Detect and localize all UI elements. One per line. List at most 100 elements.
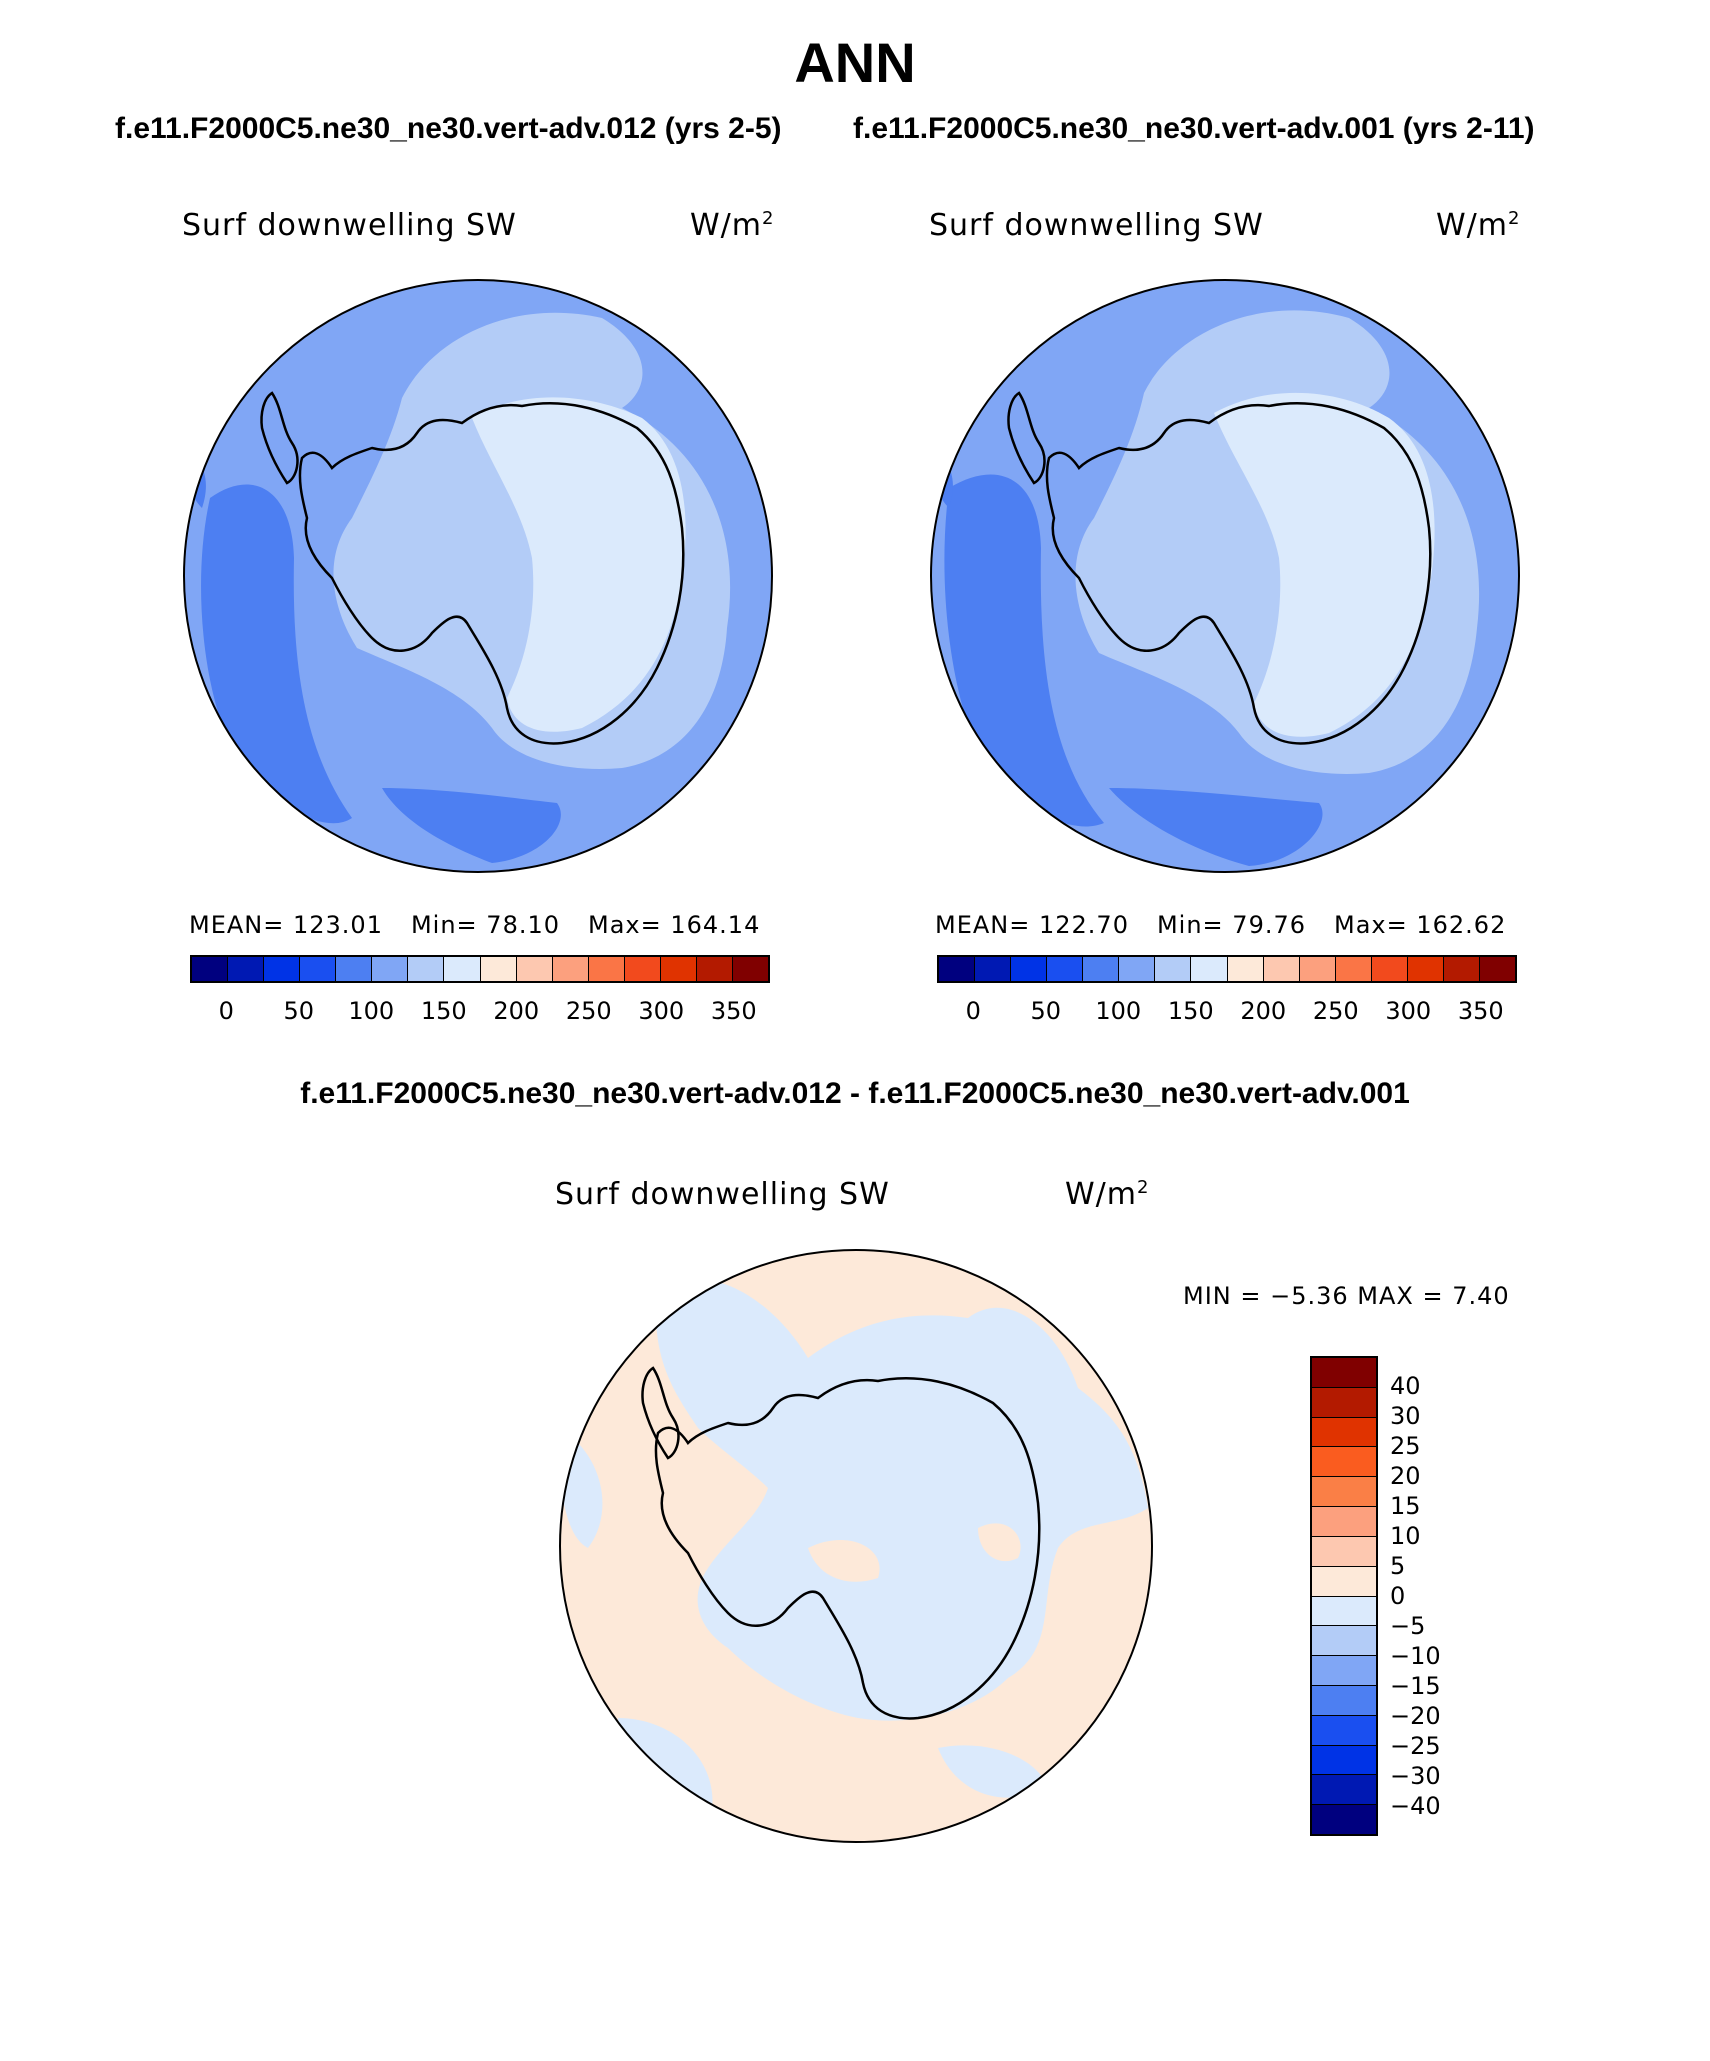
peninsula-coastline [641, 1366, 680, 1460]
panel2-colorbar-ticks: 0 50 100 150 200 250 300 350 [937, 997, 1517, 1027]
panel1-colorbar [190, 955, 770, 983]
panel1-units-label: W/m2 [690, 208, 775, 243]
difference-minmax: MIN = −5.36 MAX = 7.40 [1183, 1282, 1510, 1310]
colorbar-swatch [1312, 1656, 1376, 1686]
colorbar-tick-label: −40 [1390, 1792, 1441, 1820]
colorbar-tick-label: 30 [1390, 1402, 1421, 1430]
colorbar-swatch [660, 957, 697, 981]
difference-colorbar [1310, 1356, 1378, 1836]
antarctica-coastline [654, 1377, 1041, 1720]
panel1-stats: MEAN= 123.01 Min= 78.10 Max= 164.14 [189, 911, 760, 939]
colorbar-tick-label: 200 [1240, 997, 1287, 1025]
panel1-map [183, 279, 773, 873]
low-shortwave-band-west [944, 474, 1104, 827]
colorbar-swatch [480, 957, 517, 981]
colorbar-tick-label: 100 [1095, 997, 1142, 1025]
peninsula-coastline [260, 391, 299, 485]
colorbar-swatch [1312, 1447, 1376, 1478]
panel3-units-label: W/m2 [1065, 1177, 1150, 1212]
colorbar-swatch [372, 957, 409, 981]
colorbar-swatch [228, 957, 265, 981]
panel2-stats: MEAN= 122.70 Min= 79.76 Max= 162.62 [935, 911, 1506, 939]
colorbar-swatch [1191, 957, 1228, 981]
colorbar-tick-label: 0 [1390, 1582, 1406, 1610]
colorbar-swatch [1312, 1507, 1376, 1537]
panel3-variable-label: Surf downwelling SW [555, 1177, 890, 1212]
colorbar-tick-label: 300 [638, 997, 685, 1025]
colorbar-swatch [732, 957, 768, 981]
colorbar-swatch [1312, 1566, 1376, 1597]
colorbar-tick-label: 0 [965, 997, 981, 1025]
colorbar-swatch [1371, 957, 1408, 981]
colorbar-tick-label: 20 [1390, 1462, 1421, 1490]
difference-colorbar-ticks: 40 30 25 20 15 10 5 0 −5 −10 −15 −20 −25 −30 −40 [1390, 1356, 1470, 1836]
colorbar-tick-label: 350 [1457, 997, 1504, 1025]
colorbar-tick-label: 100 [348, 997, 395, 1025]
colorbar-swatch [1083, 957, 1120, 981]
low-shortwave-band-west [201, 484, 352, 824]
panel1-min: Min= 78.10 [410, 911, 560, 939]
colorbar-swatch [975, 957, 1012, 981]
colorbar-swatch [1119, 957, 1156, 981]
colorbar-tick-label: 15 [1390, 1492, 1421, 1520]
colorbar-tick-label: 5 [1390, 1552, 1406, 1580]
colorbar-swatch [1407, 957, 1444, 981]
panel2-mean: MEAN= 122.70 [935, 911, 1129, 939]
colorbar-tick-label: 150 [1167, 997, 1214, 1025]
panel1-map-border [183, 279, 773, 873]
colorbar-tick-label: −10 [1390, 1642, 1441, 1670]
panel2-max: Max= 162.62 [1334, 911, 1507, 939]
low-shortwave-band-south [1109, 788, 1323, 866]
antarctica-coastline [298, 402, 685, 745]
colorbar-swatch [1312, 1536, 1376, 1567]
colorbar-swatch [696, 957, 733, 981]
low-shortwave-band-south [382, 788, 561, 863]
colorbar-tick-label: −30 [1390, 1762, 1441, 1790]
colorbar-swatch [1443, 957, 1480, 981]
colorbar-swatch [1312, 1477, 1376, 1508]
colorbar-tick-label: 25 [1390, 1432, 1421, 1460]
colorbar-swatch [1227, 957, 1264, 981]
figure-title: ANN [794, 31, 916, 94]
panel1-max: Max= 164.14 [588, 911, 761, 939]
panel2-colorbar [937, 955, 1517, 983]
colorbar-swatch [264, 957, 301, 981]
colorbar-swatch [516, 957, 553, 981]
colorbar-swatch [1312, 1596, 1376, 1627]
colorbar-tick-label: 150 [420, 997, 467, 1025]
panel1-mean: MEAN= 123.01 [189, 911, 383, 939]
colorbar-swatch [1299, 957, 1336, 981]
colorbar-swatch [1011, 957, 1048, 981]
colorbar-swatch [1047, 957, 1084, 981]
colorbar-tick-label: 10 [1390, 1522, 1421, 1550]
colorbar-tick-label: −5 [1390, 1612, 1426, 1640]
colorbar-swatch [300, 957, 337, 981]
difference-map-border [559, 1249, 1153, 1843]
panel1-variable-label: Surf downwelling SW [182, 208, 517, 243]
negative-diff-field [656, 1278, 1148, 1721]
difference-title: f.e11.F2000C5.ne30_ne30.vert-adv.012 - f… [300, 1077, 1410, 1110]
panel1-colorbar-ticks: 0 50 100 150 200 250 300 350 [190, 997, 770, 1027]
colorbar-swatch [1155, 957, 1192, 981]
colorbar-tick-label: −25 [1390, 1732, 1441, 1760]
panel2-variable-label: Surf downwelling SW [929, 208, 1264, 243]
colorbar-tick-label: 300 [1385, 997, 1432, 1025]
panel2-min: Min= 79.76 [1156, 911, 1306, 939]
panel2-map-border [930, 279, 1520, 873]
colorbar-swatch [1312, 1745, 1376, 1776]
colorbar-swatch [1312, 1805, 1376, 1834]
colorbar-tick-label: 200 [493, 997, 540, 1025]
colorbar-tick-label: 250 [565, 997, 612, 1025]
colorbar-swatch [1312, 1685, 1376, 1716]
colorbar-swatch [552, 957, 589, 981]
colorbar-tick-label: −15 [1390, 1672, 1441, 1700]
colorbar-swatch [444, 957, 481, 981]
colorbar-tick-label: 350 [710, 997, 757, 1025]
colorbar-swatch [1335, 957, 1372, 981]
colorbar-swatch [408, 957, 445, 981]
colorbar-tick-label: 0 [218, 997, 234, 1025]
colorbar-swatch [624, 957, 661, 981]
peninsula-coastline [1007, 391, 1046, 485]
colorbar-tick-label: −20 [1390, 1702, 1441, 1730]
colorbar-swatch [1312, 1715, 1376, 1746]
